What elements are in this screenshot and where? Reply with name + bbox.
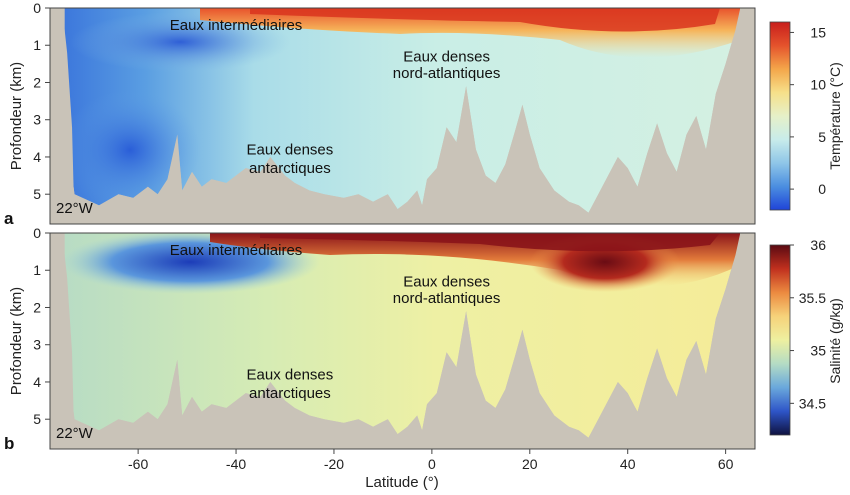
colorbar-tick-label: 36 bbox=[810, 237, 826, 253]
y-tick-label: 0 bbox=[33, 225, 41, 241]
y-tick-label: 2 bbox=[33, 74, 41, 90]
y-tick-label: 4 bbox=[33, 374, 41, 390]
annotation-label: nord-atlantiques bbox=[393, 290, 501, 307]
y-tick-label: 1 bbox=[33, 37, 41, 53]
panel-a-seafloor bbox=[50, 8, 755, 224]
panel-a-aaiw-core bbox=[70, 12, 290, 72]
panel-a-plot bbox=[50, 8, 755, 224]
y-tick-label: 3 bbox=[33, 337, 41, 353]
annotation-label: Eaux intermédiaires bbox=[170, 17, 303, 34]
panel-b-label: b bbox=[4, 434, 14, 453]
x-tick-label: -60 bbox=[128, 456, 148, 472]
colorbar-tick-label: 35 bbox=[810, 343, 826, 359]
panel-a-left-land bbox=[50, 8, 75, 224]
panel-b-colorbar-label: Salinité (g/kg) bbox=[827, 298, 843, 384]
panel-a-frame bbox=[49, 7, 756, 225]
panel-a-surface-hot bbox=[250, 8, 720, 32]
annotation-label: Eaux denses bbox=[247, 142, 334, 159]
panel-b-y-ticks: 0 1 2 3 4 5 bbox=[33, 225, 50, 427]
panel-b-left-land bbox=[50, 233, 75, 449]
panel-b-aaiw-core bbox=[60, 233, 320, 294]
panel-a-aabw-core bbox=[60, 90, 200, 210]
panel-b-seafloor bbox=[50, 233, 755, 449]
x-tick-label: 20 bbox=[522, 456, 538, 472]
panel-b: 0 1 2 3 4 5 -60 -40 -20 0 20 40 60 Eaux intermédiai… bbox=[4, 225, 843, 491]
panel-a-colorbar bbox=[769, 21, 791, 211]
x-tick-label: -20 bbox=[324, 456, 344, 472]
panel-b-x-axis-label: Latitude (°) bbox=[365, 474, 439, 491]
panel-b-y-axis-label: Profondeur (km) bbox=[8, 287, 25, 395]
y-tick-label: 1 bbox=[33, 262, 41, 278]
x-tick-label: 0 bbox=[428, 456, 436, 472]
colorbar-tick-label: 15 bbox=[810, 24, 826, 40]
panel-a-section-label: 22°W bbox=[56, 200, 94, 217]
annotation-label: Eaux denses bbox=[247, 367, 334, 384]
colorbar-tick-label: 0 bbox=[818, 181, 826, 197]
colorbar-tick-label: 10 bbox=[810, 77, 826, 93]
colorbar-tick-label: 34.5 bbox=[799, 395, 826, 411]
panel-b-surface-max bbox=[260, 233, 720, 252]
x-tick-label: -40 bbox=[226, 456, 246, 472]
y-tick-label: 4 bbox=[33, 149, 41, 165]
panel-b-section-label: 22°W bbox=[56, 425, 94, 442]
annotation-label: antarctiques bbox=[249, 385, 331, 402]
colorbar-tick-label: 5 bbox=[818, 129, 826, 145]
panel-b-x-ticks: -60 -40 -20 0 20 40 60 bbox=[128, 449, 734, 472]
y-tick-label: 0 bbox=[33, 0, 41, 16]
annotation-label: Eaux denses bbox=[403, 48, 490, 65]
y-tick-label: 5 bbox=[33, 411, 41, 427]
x-tick-label: 40 bbox=[620, 456, 636, 472]
panel-b-colorbar-ticks: 34.5 35 35.5 36 bbox=[790, 237, 826, 411]
panel-a-y-ticks: 0 1 2 3 4 5 bbox=[33, 0, 50, 202]
panel-a-colorbar-ticks: 0 5 10 15 bbox=[790, 24, 826, 197]
annotation-label: Eaux intermédiaires bbox=[170, 242, 303, 259]
panel-b-plot bbox=[50, 233, 755, 449]
panel-a-y-axis-label: Profondeur (km) bbox=[8, 62, 25, 170]
panel-b-frame bbox=[49, 232, 756, 450]
panel-b-colorbar bbox=[769, 244, 791, 436]
y-tick-label: 2 bbox=[33, 299, 41, 315]
y-tick-label: 5 bbox=[33, 186, 41, 202]
y-tick-label: 3 bbox=[33, 112, 41, 128]
x-tick-label: 60 bbox=[718, 456, 734, 472]
panel-a-label: a bbox=[4, 209, 14, 228]
panel-a-colorbar-label: Température (°C) bbox=[827, 62, 843, 170]
annotation-label: antarctiques bbox=[249, 160, 331, 177]
annotation-label: nord-atlantiques bbox=[393, 65, 501, 82]
colorbar-tick-label: 35.5 bbox=[799, 290, 826, 306]
annotation-label: Eaux denses bbox=[403, 273, 490, 290]
